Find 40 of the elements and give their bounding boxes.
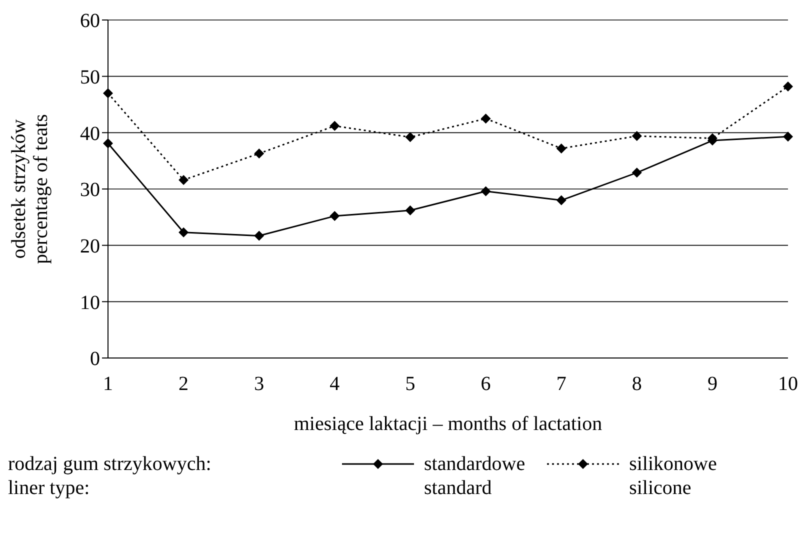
x-axis-title: miesiące laktacji – months of lactation [294, 413, 602, 435]
y-axis-title: odsetek strzyków percentage of teats [8, 114, 52, 264]
point [254, 230, 264, 241]
point [405, 132, 416, 142]
y-tick-label: 40 [80, 122, 100, 145]
point [783, 132, 793, 142]
point [480, 186, 491, 196]
legend-label: silikonowe silicone [629, 452, 717, 500]
point [103, 138, 113, 148]
y-tick-label: 10 [80, 292, 100, 314]
point [178, 227, 189, 238]
point [178, 174, 189, 185]
x-tick-label: 10 [778, 373, 798, 396]
point [330, 211, 340, 222]
point [330, 120, 340, 131]
point [103, 88, 113, 98]
point [556, 195, 566, 206]
y-tick-label: 20 [80, 235, 100, 258]
legend-label: standardowe standard [424, 452, 526, 500]
x-tick-label: 2 [178, 373, 189, 396]
x-tick-label: 3 [254, 373, 264, 396]
x-tick-label: 6 [480, 373, 491, 396]
x-tick-label: 9 [707, 373, 718, 396]
y-tick-label: 50 [80, 66, 100, 88]
point [632, 168, 642, 178]
point [632, 131, 642, 142]
y-tick-label: 30 [80, 179, 100, 202]
point [556, 143, 566, 154]
x-tick-label: 5 [405, 373, 416, 396]
point [254, 148, 264, 159]
point [783, 81, 793, 92]
x-tick-label: 8 [632, 373, 642, 396]
x-tick-label: 7 [556, 373, 566, 396]
y-tick-label: 0 [90, 348, 100, 370]
x-tick-label: 1 [103, 373, 113, 396]
y-tick-label: 60 [80, 10, 100, 32]
legend-title: rodzaj gum strzykowych: liner type: [8, 452, 212, 500]
x-tick-label: 4 [330, 373, 340, 396]
point [480, 114, 491, 124]
point [405, 205, 416, 216]
